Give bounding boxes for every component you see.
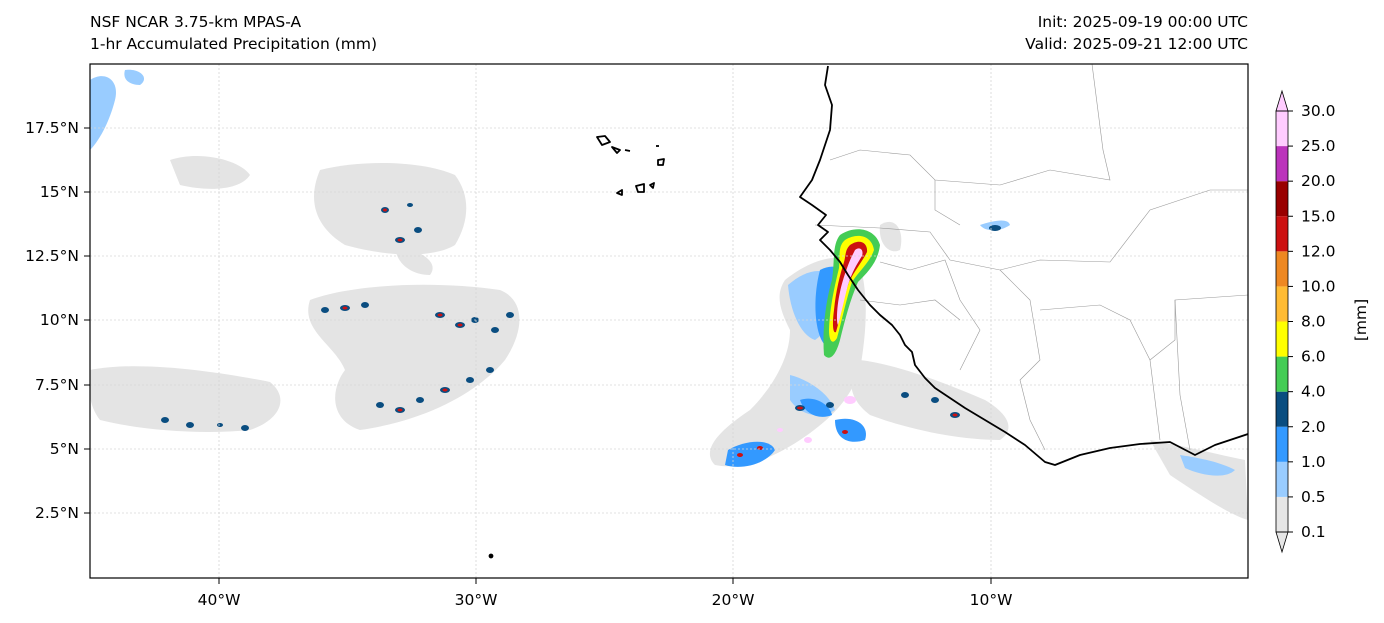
colorbar-extend-max: [1275, 89, 1289, 112]
lon-label: 30°W: [455, 591, 498, 609]
colorbar-segment: [1276, 251, 1288, 287]
lon-labels: 40°W 30°W 20°W 10°W: [198, 591, 1013, 609]
colorbar-segment: [1276, 216, 1288, 252]
colorbar-segment: [1276, 496, 1288, 532]
colorbar-extend-min: [1275, 531, 1289, 554]
colorbar-tick-label: 2.0: [1301, 418, 1326, 436]
title-right: Init: 2025-09-19 00:00 UTC Valid: 2025-0…: [1025, 11, 1248, 55]
lat-label: 15°N: [40, 183, 79, 201]
lat-axis: [84, 127, 90, 514]
colorbar-tick-label: 1.0: [1301, 453, 1326, 471]
colorbar-segment: [1276, 461, 1288, 497]
colorbar-tick-label: 0.5: [1301, 488, 1326, 506]
country-borders: [814, 64, 1248, 451]
lat-label: 10°N: [40, 311, 79, 329]
colorbar-tick-label: 20.0: [1301, 172, 1336, 190]
valid-time: Valid: 2025-09-21 12:00 UTC: [1025, 35, 1248, 53]
lat-label: 12.5°N: [25, 247, 79, 265]
colorbar: 0.1 0.5 1.0 2.0 4.0 6.0 8.0 10.0 12.0 15.0 20.0 25.…: [1275, 89, 1336, 554]
map-area: [90, 64, 1248, 578]
colorbar-tick-label: 4.0: [1301, 383, 1326, 401]
colorbar-tick-label: 8.0: [1301, 313, 1326, 331]
colorbar-segment: [1276, 426, 1288, 462]
colorbar-tick-label: 6.0: [1301, 348, 1326, 366]
colorbar-tick-label: 25.0: [1301, 137, 1336, 155]
lat-labels: 17.5°N 15°N 12.5°N 10°N 7.5°N 5°N 2.5°N: [25, 119, 79, 522]
coastline: [488, 65, 1248, 559]
colorbar-tick-label: 12.0: [1301, 242, 1336, 260]
colorbar-tick-label: 0.1: [1301, 523, 1326, 541]
colorbar-segment: [1276, 181, 1288, 217]
lon-label: 20°W: [712, 591, 755, 609]
init-time: Init: 2025-09-19 00:00 UTC: [1037, 13, 1248, 31]
lat-label: 17.5°N: [25, 119, 79, 137]
map-frame: [89, 63, 1249, 579]
colorbar-label: [mm]: [1352, 299, 1370, 341]
lat-label: 7.5°N: [35, 376, 79, 394]
colorbar-segment: [1276, 111, 1288, 147]
colorbar-segment: [1276, 321, 1288, 357]
model-title: NSF NCAR 3.75-km MPAS-A: [90, 13, 302, 31]
colorbar-tick-label: 10.0: [1301, 277, 1336, 295]
lat-label: 2.5°N: [35, 504, 79, 522]
colorbar-segment: [1276, 391, 1288, 427]
lon-axis: [218, 578, 992, 584]
colorbar-tick-label: 30.0: [1301, 102, 1336, 120]
colorbar-segment: [1276, 146, 1288, 182]
lon-label: 10°W: [970, 591, 1013, 609]
gridlines: [90, 64, 1248, 578]
colorbar-tick-label: 15.0: [1301, 207, 1336, 225]
title-left: NSF NCAR 3.75-km MPAS-A 1-hr Accumulated…: [90, 11, 377, 55]
colorbar-segment: [1276, 286, 1288, 322]
lat-label: 5°N: [50, 440, 79, 458]
field-title: 1-hr Accumulated Precipitation (mm): [90, 35, 377, 53]
colorbar-segment: [1276, 356, 1288, 392]
lon-label: 40°W: [198, 591, 241, 609]
precip-cells: [161, 203, 1001, 457]
